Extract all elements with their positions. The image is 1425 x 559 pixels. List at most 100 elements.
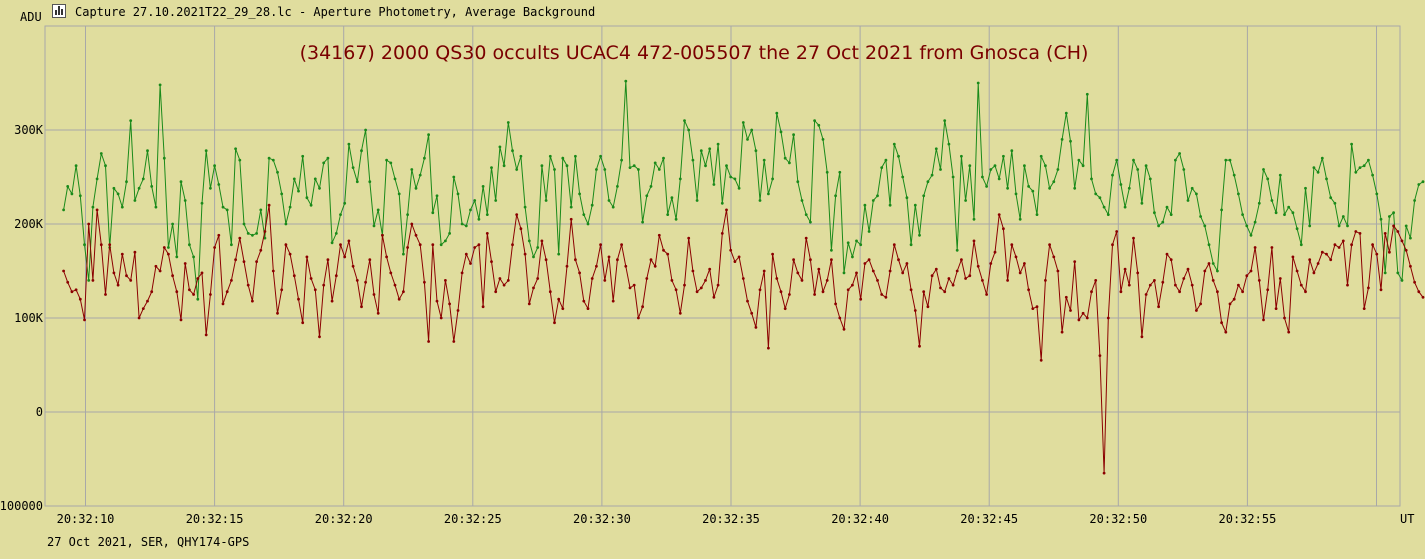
comparison-series-point [129,119,133,122]
comparison-series-point [267,156,271,160]
target-series-point [1245,274,1249,278]
target-series-point [292,274,296,278]
comparison-series-point [960,154,963,158]
comparison-series-point [880,166,884,170]
target-series-point [527,302,531,306]
comparison-series-point [1161,220,1165,224]
comparison-series-point [741,121,745,124]
comparison-series-point [1329,196,1333,200]
comparison-series-point [720,201,724,205]
target-series-point [1048,243,1051,247]
target-series-point [1115,230,1119,233]
target-series-point [620,243,623,247]
comparison-series-point [1400,279,1404,282]
comparison-series-point [1266,177,1270,181]
target-series-point [997,213,1001,217]
comparison-series-point [259,208,263,212]
target-series-point [851,283,854,287]
comparison-series-point [511,149,514,153]
comparison-series-point [519,154,523,158]
target-series-point [473,246,477,249]
comparison-series-point [821,138,825,141]
x-tick-label: 20:32:10 [57,512,115,526]
target-series-point [809,258,812,262]
target-series-point [578,271,581,275]
comparison-series-point [830,248,833,252]
chart-app-icon[interactable] [52,4,66,18]
target-series-point [108,243,112,247]
target-series-point [192,293,196,296]
comparison-series-point [1404,224,1408,228]
target-series-point [1031,307,1035,310]
target-series-point [99,243,103,247]
target-series-point [888,269,892,273]
comparison-series-point [276,170,279,174]
target-series-point [779,290,783,294]
comparison-series-point [1283,213,1286,217]
target-series-point [167,252,170,256]
target-series-point [125,274,128,278]
target-series-point [871,269,875,273]
target-series-point [1161,280,1165,284]
target-series-point [901,271,905,275]
target-series-point [1383,232,1387,235]
target-series-point [716,283,720,287]
target-series-point [1190,283,1194,287]
target-series-point [213,246,217,249]
comparison-series-point [481,185,485,188]
target-series-point [1379,288,1383,292]
x-tick-label: 20:32:45 [960,512,1018,526]
target-series-point [70,290,74,294]
target-series-point [410,222,414,226]
target-series-point [1388,250,1391,254]
comparison-series-point [762,158,766,162]
comparison-series-point [867,230,871,233]
target-series-point [1014,255,1018,259]
target-series-point [1056,269,1060,273]
target-series-point [301,321,305,325]
target-series-point [200,271,204,275]
comparison-series-point [368,180,372,184]
comparison-series-point [1069,139,1072,143]
comparison-series-point [301,154,305,158]
target-series-point [561,307,565,310]
comparison-series-point [553,168,556,171]
target-series-point [1325,252,1328,256]
target-series-point [1216,290,1219,294]
target-series-point [225,290,229,294]
target-series-point [1283,316,1286,320]
comparison-series-point [246,232,250,235]
comparison-series-point [603,168,607,171]
comparison-series-point [1257,201,1261,205]
comparison-series-point [125,180,128,184]
comparison-series-point [725,164,728,168]
comparison-series-point [204,149,208,153]
comparison-series-point [1295,227,1299,231]
comparison-series-point [1098,196,1102,200]
comparison-series-point [502,164,506,168]
comparison-series-point [1287,205,1291,209]
comparison-series-point [280,192,284,196]
target-series-point [989,262,993,265]
target-series-point [456,309,460,312]
comparison-series-point [448,232,451,235]
target-series-point [674,288,678,292]
target-series-point [557,297,561,301]
comparison-series-point [918,233,921,237]
comparison-series-point [271,158,275,162]
target-series-point [288,252,292,256]
comparison-series-point [1354,170,1358,174]
target-series-point [683,283,686,287]
comparison-series-point [557,252,561,256]
target-series-point [477,243,481,247]
target-series-point [318,335,321,339]
comparison-series-point [196,297,200,301]
target-series-point [1249,269,1253,273]
target-series-point [1136,271,1140,275]
comparison-series-point [901,175,905,179]
target-series-point [62,269,65,273]
comparison-series-point [1274,211,1278,215]
comparison-series-point [322,161,326,165]
comparison-series-point [809,220,812,224]
target-series-point [645,277,649,280]
